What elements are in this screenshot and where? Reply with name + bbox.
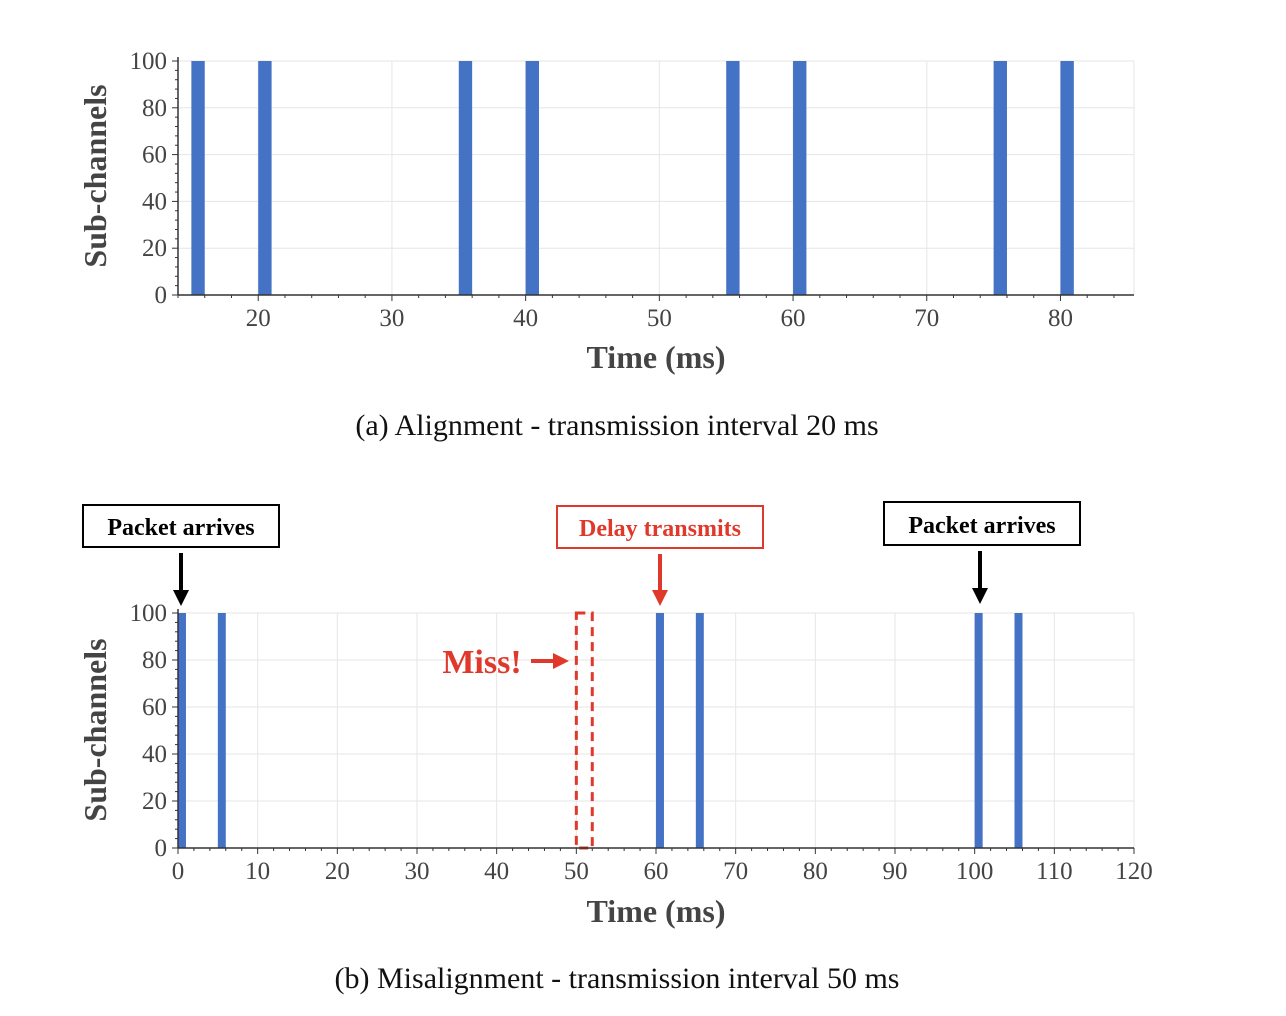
y-tick-label: 100 [130,600,168,627]
x-tick-label: 60 [781,305,806,332]
x-tick-label: 20 [246,305,271,332]
bar [695,613,704,848]
bar [258,61,272,295]
bars [191,61,1074,295]
x-tick-label: 50 [564,858,589,885]
arrowhead [173,590,189,606]
bar [525,61,540,295]
x-tick-label: 40 [513,305,538,332]
y-tick-label: 80 [142,95,167,122]
y-tick-labels: 0 20 40 60 80 100 [130,600,168,862]
missed-slot [574,611,594,850]
caption: (a) Alignment - transmission interval 20… [355,409,878,442]
bar [726,61,740,295]
bar [458,61,473,295]
bar [1014,613,1023,848]
bar [191,61,205,295]
y-tick-label: 40 [142,741,167,768]
callout-text: Packet arrives [107,515,254,541]
bar [1060,61,1074,295]
bars [178,613,1023,848]
missed-slot-box [574,611,594,850]
y-tick-label: 40 [142,188,167,215]
axes [172,609,1135,854]
y-tick-label: 20 [142,235,167,262]
bar [656,613,664,848]
y-tick-label: 100 [130,48,168,75]
bar [178,613,186,848]
callout-text: Packet arrives [908,513,1055,539]
y-tick-label: 60 [142,694,167,721]
x-axis-label: Time (ms) [587,893,726,929]
x-tick-label: 30 [405,858,430,885]
bar [217,613,226,848]
y-tick-label: 0 [155,282,168,309]
x-tick-label: 70 [914,305,939,332]
bar [993,61,1007,295]
arrowhead [652,590,668,606]
axes [172,57,1134,301]
x-tick-label: 100 [956,858,994,885]
x-tick-label: 110 [1036,858,1073,885]
bar [974,613,983,848]
x-tick-label: 50 [647,305,672,332]
x-tick-label: 10 [245,858,270,885]
x-tick-label: 120 [1115,858,1153,885]
bar [793,61,807,295]
x-tick-label: 40 [484,858,509,885]
x-tick-label: 30 [379,305,404,332]
grid [178,60,1135,296]
y-axis-label: Sub-channels [77,638,113,821]
y-axis-label: Sub-channels [77,84,113,267]
x-tick-label: 0 [172,858,185,885]
x-tick-label: 20 [325,858,350,885]
callout-text: Delay transmits [579,516,741,542]
caption: (b) Misalignment - transmission interval… [335,962,900,995]
callout-miss: Miss! [442,644,569,681]
callout-delay-transmits: Delay transmits [556,505,764,606]
y-tick-label: 80 [142,647,167,674]
callout-packet-arrives-1: Packet arrives [82,504,280,606]
x-tick-label: 80 [1048,305,1073,332]
x-tick-labels: 0 10 20 30 40 50 60 70 80 90 100 110 120 [172,858,1153,885]
x-axis-label: Time (ms) [587,339,726,375]
x-tick-label: 80 [803,858,828,885]
y-tick-labels: 0 20 40 60 80 100 [130,48,168,309]
y-tick-label: 60 [142,142,167,169]
x-tick-label: 70 [723,858,748,885]
y-tick-label: 0 [155,835,168,862]
x-tick-label: 60 [644,858,669,885]
arrowhead [972,588,988,604]
chart-misalignment: 0 10 20 30 40 50 60 70 80 90 100 110 120 0 20 40 60 80 10… [77,501,1153,995]
y-tick-label: 20 [142,788,167,815]
callout-packet-arrives-2: Packet arrives [883,501,1081,604]
arrowhead [553,653,569,669]
chart-alignment: 20 30 40 50 60 70 80 0 20 40 60 80 100 Time (ms) Su… [77,48,1135,442]
miss-label: Miss! [442,644,521,681]
x-tick-labels: 20 30 40 50 60 70 80 [246,305,1073,332]
x-tick-label: 90 [883,858,908,885]
